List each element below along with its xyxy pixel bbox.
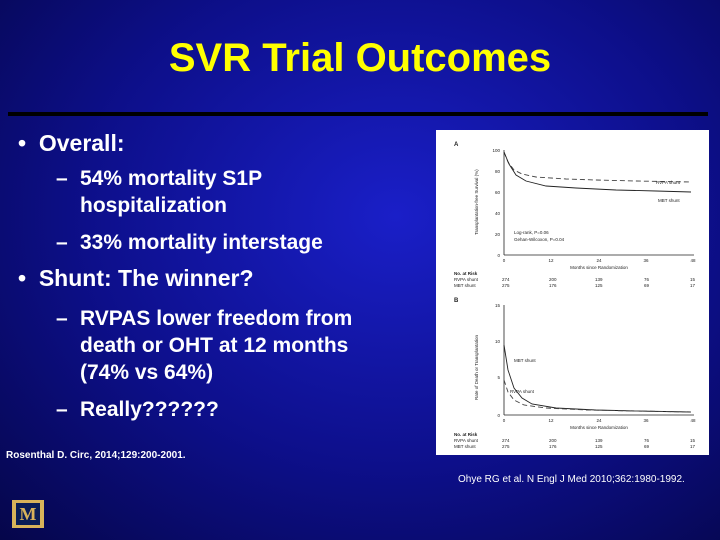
panel-b-risk-value: 275 <box>502 444 510 449</box>
logo-letter: M <box>16 503 40 525</box>
panel-a-xtick: 36 <box>643 258 649 263</box>
panel-b-ylabel: Rate of Death or Transplantation <box>474 334 479 400</box>
panel-a-risk-value: 69 <box>644 283 650 288</box>
panel-b-risk-title: No. at Risk <box>454 432 478 437</box>
panel-a-risk-value: 176 <box>549 283 557 288</box>
panel-b-ytick: 10 <box>495 339 501 344</box>
panel-b-xtick: 36 <box>643 418 649 423</box>
bullet-1-text: Overall: <box>38 130 125 156</box>
survival-figure-svg: A Transplantation-free Survival (%) 100 … <box>454 142 696 449</box>
panel-a-risk-row-label: MBT shunt <box>454 283 476 288</box>
panel-a-xtick: 48 <box>690 258 696 263</box>
sub-bullet-2-1-text: RVPAS lower freedom from death or OHT at… <box>80 307 353 384</box>
sub-bullet-1-1: – 54% mortality S1P hospitalization <box>56 165 336 219</box>
panel-b-xtick: 12 <box>548 418 554 423</box>
dash: – <box>56 167 68 190</box>
sub-bullet-1-2-text: 33% mortality interstage <box>80 231 323 254</box>
panel-a-xtick: 12 <box>548 258 554 263</box>
citation-right: Ohye RG et al. N Engl J Med 2010;362:198… <box>458 474 685 485</box>
panel-b-risk-value: 69 <box>644 444 650 449</box>
panel-a-risk-value: 15 <box>690 277 696 282</box>
sub-bullet-2-2: – Really?????? <box>56 396 396 423</box>
panel-b-risk-row-label: MBT shunt <box>454 444 476 449</box>
panel-a-series-mbt <box>503 151 692 193</box>
title-divider <box>8 112 708 116</box>
slide-title: SVR Trial Outcomes <box>168 36 552 80</box>
panel-b-xtick: 24 <box>596 418 602 423</box>
panel-b-ytick: 5 <box>497 375 500 380</box>
panel-a-risk-value: 125 <box>595 283 603 288</box>
panel-a-ytick: 80 <box>495 169 501 174</box>
panel-a-series-rvpa <box>503 151 692 183</box>
panel-a-ytick: 60 <box>495 190 501 195</box>
bullet-1: • Overall: <box>18 130 125 157</box>
panel-a-risk-value: 76 <box>644 277 650 282</box>
panel-a-risk-value: 274 <box>502 277 510 282</box>
sub-bullet-1-2: – 33% mortality interstage <box>56 229 396 256</box>
bullet-dot: • <box>18 265 39 291</box>
panel-b-risk-value: 176 <box>549 444 557 449</box>
panel-b-legend-rvpa: RVPA shunt <box>510 389 535 394</box>
panel-a-risk-row-label: RVPA shunt <box>454 277 479 282</box>
panel-a-ytick: 40 <box>495 211 501 216</box>
panel-a-ytick: 20 <box>495 232 501 237</box>
panel-b-risk-value: 125 <box>595 444 603 449</box>
panel-b-xtick: 0 <box>503 418 506 423</box>
panel-a-legend-mbt: MBT shunt <box>658 198 680 203</box>
bullet-2-text: Shunt: The winner? <box>38 265 254 291</box>
panel-a-stat: Log-rank, P=0.06 <box>514 230 549 235</box>
university-logo: M <box>12 500 44 528</box>
panel-b-xtick: 48 <box>690 418 696 423</box>
panel-b-series-mbt <box>503 344 692 413</box>
sub-bullet-2-2-text: Really?????? <box>80 398 219 421</box>
panel-b-legend-mbt: MBT shunt <box>514 358 536 363</box>
dash: – <box>56 398 68 421</box>
panel-a-stat: Gehan-Wilcoxon, P=0.04 <box>514 237 565 242</box>
panel-b-ytick: 0 <box>497 413 500 418</box>
panel-a-risk-value: 200 <box>549 277 557 282</box>
panel-b-risk-row-label: RVPA shunt <box>454 438 479 443</box>
panel-b-label: B <box>454 298 459 304</box>
panel-a-xtick: 0 <box>503 258 506 263</box>
panel-b-risk-value: 17 <box>690 444 696 449</box>
panel-b-ytick: 15 <box>495 303 501 308</box>
panel-a-xlabel: Months since Randomization <box>570 265 628 270</box>
panel-b-risk-value: 139 <box>595 438 603 443</box>
citation-left: Rosenthal D. Circ, 2014;129:200-2001. <box>6 450 186 461</box>
dash: – <box>56 231 68 254</box>
survival-figure: A Transplantation-free Survival (%) 100 … <box>436 130 709 455</box>
panel-a-ylabel: Transplantation-free Survival (%) <box>474 169 479 235</box>
panel-a-risk-value: 17 <box>690 283 696 288</box>
panel-b-risk-value: 200 <box>549 438 557 443</box>
bullet-dot: • <box>18 130 39 156</box>
panel-a-xtick: 24 <box>596 258 602 263</box>
panel-b-series-rvpa <box>503 379 692 413</box>
panel-a-risk-title: No. at Risk <box>454 271 478 276</box>
panel-a-risk-value: 139 <box>595 277 603 282</box>
panel-b-risk-value: 76 <box>644 438 650 443</box>
panel-b-risk-value: 15 <box>690 438 696 443</box>
sub-bullet-2-1: – RVPAS lower freedom from death or OHT … <box>56 305 396 386</box>
dash: – <box>56 307 68 330</box>
panel-b-xlabel: Months since Randomization <box>570 425 628 430</box>
panel-b-risk-value: 274 <box>502 438 510 443</box>
panel-a-ytick: 100 <box>492 148 500 153</box>
sub-bullet-1-1-text: 54% mortality S1P hospitalization <box>80 167 262 217</box>
panel-a-label: A <box>454 142 459 148</box>
bullet-2: • Shunt: The winner? <box>18 265 254 292</box>
panel-a-risk-value: 275 <box>502 283 510 288</box>
panel-a-legend-rvpa: RVPA shunt <box>656 180 681 185</box>
panel-a-ytick: 0 <box>497 253 500 258</box>
